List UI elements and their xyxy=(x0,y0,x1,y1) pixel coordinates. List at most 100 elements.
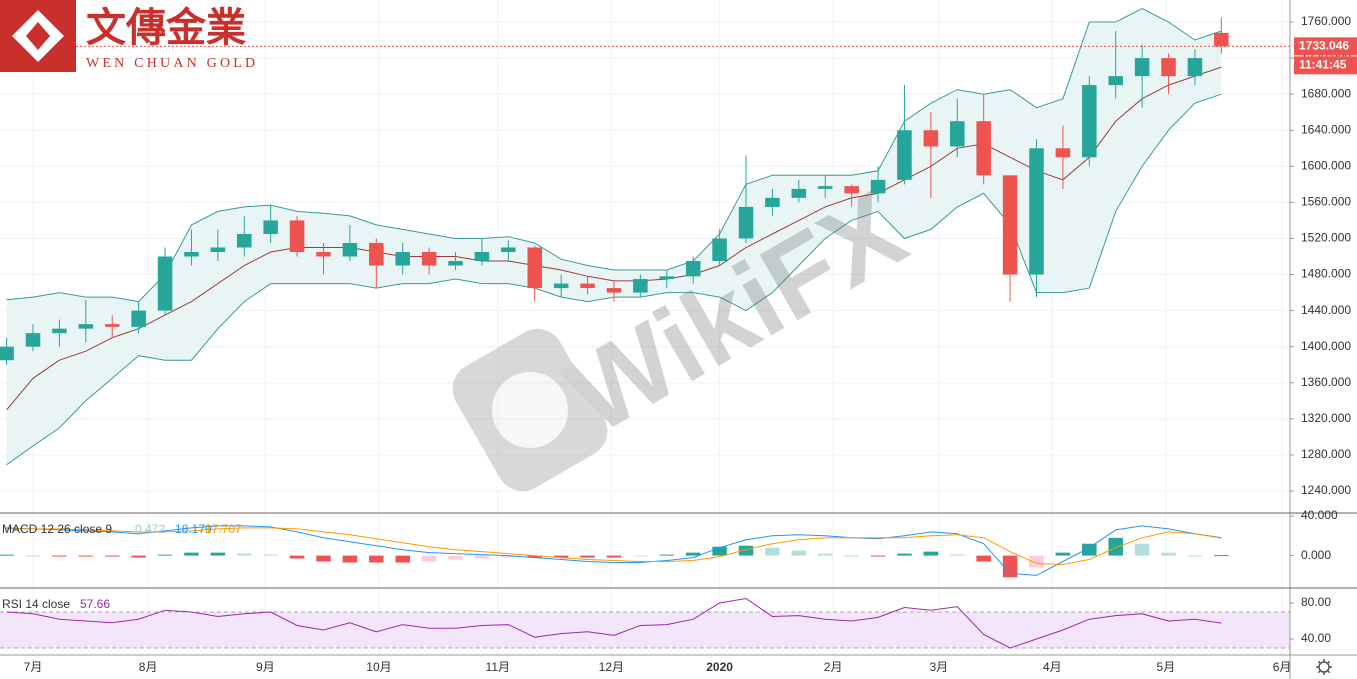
y-tick-label: 1760.000 xyxy=(1301,14,1351,28)
macd-histogram-bar xyxy=(52,555,67,557)
x-tick-label: 3月 xyxy=(929,660,948,674)
macd-histogram-bar xyxy=(316,555,331,562)
settings-button[interactable] xyxy=(1316,659,1332,675)
macd-histogram-bar xyxy=(844,555,859,557)
band-fill xyxy=(6,8,1222,465)
candle-body xyxy=(316,251,331,257)
candle-body xyxy=(184,251,199,257)
settings-icon-teeth[interactable] xyxy=(1316,659,1332,675)
macd-histogram-bar xyxy=(712,546,727,556)
y-tick-label: 1600.000 xyxy=(1301,158,1351,172)
candle-body xyxy=(25,333,41,347)
y-tick-label: 1360.000 xyxy=(1301,375,1351,389)
candle-body xyxy=(527,247,543,289)
macd-histogram-bar xyxy=(131,555,146,558)
macd-histogram-value: 0.472 xyxy=(135,522,165,536)
x-tick-label: 7月 xyxy=(24,660,43,674)
candle-body xyxy=(448,261,463,266)
logo-subtitle: WEN CHUAN GOLD xyxy=(86,56,258,71)
candle-body xyxy=(342,242,358,257)
macd-histogram-bar xyxy=(1055,552,1071,556)
candle-body xyxy=(659,276,675,280)
macd-title: MACD 12 26 close 9 xyxy=(2,522,112,536)
candle-body xyxy=(1055,148,1071,158)
labels: MACD 12 26 close 9 0.472 18.179 17.707 R… xyxy=(2,522,242,611)
last-price-label: 1733.046 xyxy=(1299,38,1349,52)
macd-histogram-bar xyxy=(1187,555,1203,557)
x-tick-label: 6月 xyxy=(1273,660,1292,674)
x-tick-label: 8月 xyxy=(139,660,158,674)
macd-histogram-bar xyxy=(78,555,94,557)
macd-histogram-bar xyxy=(1082,543,1097,556)
candle-body xyxy=(78,324,94,329)
x-tick-label: 2月 xyxy=(824,660,843,674)
y-tick-label: 40.000 xyxy=(1301,508,1338,522)
candle-body xyxy=(52,328,67,334)
candle-body xyxy=(1082,85,1097,158)
y-tick-label: 1400.000 xyxy=(1301,339,1351,353)
macd-histogram-bar xyxy=(25,555,41,557)
candle-body xyxy=(553,283,569,289)
macd-line xyxy=(6,525,1222,576)
macd-histogram-bar xyxy=(606,555,622,558)
macd-histogram-bar xyxy=(157,554,173,556)
macd-histogram-bar xyxy=(474,555,490,559)
x-tick-label: 12月 xyxy=(599,660,624,674)
candle-body xyxy=(369,242,384,266)
band-upper xyxy=(6,7,1222,303)
candle-body xyxy=(580,283,595,289)
candle-body xyxy=(421,251,437,266)
macd-histogram-bar xyxy=(1002,555,1018,578)
macd-histogram-bar xyxy=(659,554,675,556)
macd-histogram-bar xyxy=(633,555,648,557)
macd-histogram-bar xyxy=(1108,537,1123,556)
macd-histogram-bar xyxy=(501,555,516,558)
candle-body xyxy=(870,179,886,194)
candle-body xyxy=(950,121,965,147)
rsi-value: 57.66 xyxy=(80,597,110,611)
candle-body xyxy=(765,197,780,207)
candle-body xyxy=(976,121,991,176)
macd-histogram-bar xyxy=(104,555,120,557)
macd-histogram-bar xyxy=(738,545,754,556)
macd-histogram-bar xyxy=(0,554,14,556)
macd-histogram-bar xyxy=(685,552,701,556)
candle-body xyxy=(844,186,859,194)
rsi-title: RSI 14 close xyxy=(2,597,70,611)
macd-signal-value: 17.707 xyxy=(205,522,242,536)
macd-histogram-bar xyxy=(976,555,991,562)
y-tick-label: 1560.000 xyxy=(1301,195,1351,209)
signal-line xyxy=(6,527,1222,566)
plot xyxy=(0,7,1290,649)
candle-body xyxy=(738,206,754,239)
x-tick-label: 11月 xyxy=(486,660,510,674)
candle-body xyxy=(923,130,939,147)
candle-body xyxy=(685,261,701,277)
y-tick-label: 1640.000 xyxy=(1301,122,1351,136)
candle-body xyxy=(395,251,410,266)
y-tick-label: 0.000 xyxy=(1301,548,1331,562)
y-tick-label: 1520.000 xyxy=(1301,231,1351,245)
candle-body xyxy=(131,310,146,327)
candle-body xyxy=(633,279,648,293)
macd-histogram-bar xyxy=(791,550,807,556)
x-tick-label: 2020 xyxy=(706,660,733,674)
macd-histogram-bar xyxy=(289,555,305,559)
candle-body xyxy=(897,130,912,180)
macd-histogram-bar xyxy=(263,554,278,556)
x-tick-label: 9月 xyxy=(256,660,275,674)
candle-body xyxy=(712,238,727,262)
candle-body xyxy=(1108,76,1123,86)
candle-body xyxy=(289,220,305,252)
band-middle xyxy=(6,66,1222,411)
y-tick-label: 1280.000 xyxy=(1301,447,1351,461)
logo-name: 文傳金業 xyxy=(86,4,246,51)
macd-histogram-bar xyxy=(765,547,780,556)
macd-histogram-bar xyxy=(817,553,833,556)
y-tick-label: 1240.000 xyxy=(1301,483,1351,497)
candle-body xyxy=(0,346,14,361)
candle-body xyxy=(1029,148,1044,275)
countdown-label: 11:41:45 xyxy=(1299,57,1347,71)
macd-histogram-bar xyxy=(184,552,199,556)
